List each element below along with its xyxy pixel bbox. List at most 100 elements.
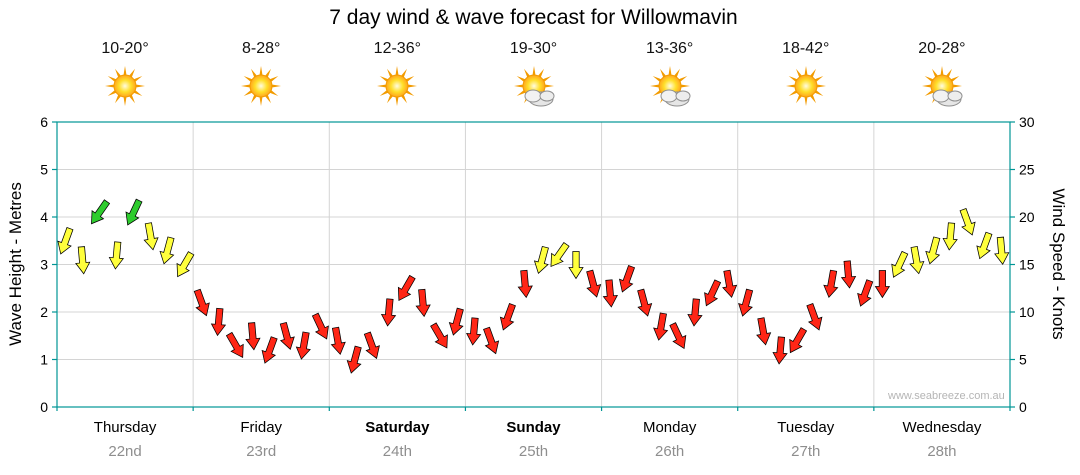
sun-ray (135, 84, 146, 88)
day-name-label: Friday (240, 419, 283, 436)
wind-arrow (108, 241, 125, 270)
day-date-label: 27th (791, 443, 821, 460)
sun-ray (265, 68, 272, 78)
temperature-range: 18-42° (782, 40, 830, 57)
left-tick-label: 2 (40, 304, 48, 320)
wind-arrow (466, 317, 482, 346)
sun-ray (785, 84, 795, 88)
wind-arrow (176, 251, 195, 278)
sun-ray (259, 96, 263, 106)
right-tick-label: 5 (1019, 352, 1027, 368)
day-name-label: Monday (642, 419, 697, 436)
wind-arrow (789, 327, 808, 354)
day-header-monday: 13-36° (602, 40, 738, 109)
temperature-range: 13-36° (645, 40, 694, 57)
sun-ray (532, 66, 535, 76)
left-tick-label: 4 (40, 209, 48, 225)
sun-ray (243, 76, 253, 82)
wind-arrow (75, 246, 91, 275)
sun-ray (924, 76, 934, 82)
weather-icon-wrap (102, 63, 148, 109)
sun-ray (107, 76, 117, 82)
sun-ray (652, 76, 661, 82)
right-axis-label: Wind Speed - Knots (1049, 188, 1068, 340)
sun-ray (105, 84, 115, 88)
day-header-thursday: 10-20° (57, 40, 193, 109)
wind-arrow (823, 269, 839, 298)
sun-ray (788, 76, 798, 82)
sun-ray (816, 84, 826, 88)
sun-ray (673, 68, 680, 78)
wind-arrow (483, 326, 500, 355)
sun-ray (804, 96, 808, 106)
wind-arrow (330, 326, 346, 355)
wind-arrow (143, 222, 159, 251)
sun-ray (129, 94, 136, 104)
sun-ray (940, 66, 944, 76)
wind-arrow (517, 269, 533, 299)
sun-ray (133, 90, 143, 96)
watermark: www.seabreeze.com.au (888, 390, 1005, 402)
right-tick-label: 30 (1019, 114, 1035, 130)
sun-ray (251, 68, 258, 78)
temperature-range: 12-36° (373, 40, 421, 57)
day-header-sunday: 19-30° (466, 40, 602, 109)
wind-arrow (448, 307, 464, 336)
wind-arrow (225, 331, 244, 359)
weather-icon-wrap (511, 63, 557, 109)
wind-arrow (874, 270, 891, 299)
wind-arrow (125, 198, 143, 226)
left-axis-label: Wave Height - Metres (6, 182, 25, 346)
sun-ray (380, 90, 389, 96)
day-name-label: Wednesday (902, 419, 982, 436)
right-tick-label: 25 (1019, 162, 1035, 178)
wind-arrow (687, 298, 703, 327)
sun-ray (115, 68, 121, 78)
sun-ray (814, 90, 824, 96)
sun-ray (395, 66, 399, 76)
sun-ray (652, 90, 661, 96)
wind-arrow (959, 208, 976, 236)
sun-ray (668, 66, 672, 76)
left-tick-label: 0 (40, 399, 48, 415)
sun-ray (931, 68, 938, 78)
right-tick-label: 15 (1019, 257, 1035, 273)
cloud-icon (932, 89, 963, 107)
wind-arrow (704, 279, 722, 307)
right-tick-label: 10 (1019, 304, 1035, 320)
right-tick-label: 20 (1019, 209, 1035, 225)
sun-icon (241, 66, 282, 106)
day-header-tuesday: 18-42° (738, 40, 874, 109)
left-tick-label: 3 (40, 257, 48, 273)
cloud-icon (660, 89, 691, 107)
sun-ray (272, 84, 282, 88)
left-tick-label: 6 (40, 114, 48, 130)
sun-ray (680, 84, 690, 88)
day-name-label: Sunday (506, 419, 561, 436)
sun-disc (249, 74, 273, 98)
sun-ray (269, 76, 279, 82)
wind-arrow (669, 322, 687, 350)
sun-icon (105, 66, 146, 106)
sun-ray (950, 76, 960, 82)
sun-ray (129, 68, 136, 78)
weather-icon-wrap (374, 63, 420, 109)
wind-arrow (994, 236, 1010, 265)
sun-ray (804, 66, 808, 76)
day-name-label: Saturday (365, 419, 430, 436)
day-date-label: 28th (927, 443, 957, 460)
weather-icon-wrap (783, 63, 829, 109)
wind-arrow (722, 269, 738, 298)
sun-ray (123, 96, 127, 106)
sun-ray (924, 90, 934, 96)
wind-arrow (210, 307, 227, 337)
right-tick-label: 0 (1019, 399, 1027, 415)
sun-ray (523, 68, 530, 78)
sun-icon (785, 66, 826, 106)
wind-arrow (430, 322, 448, 349)
wind-arrow (942, 222, 958, 251)
wind-arrow (245, 322, 261, 351)
sun-disc (385, 74, 409, 98)
